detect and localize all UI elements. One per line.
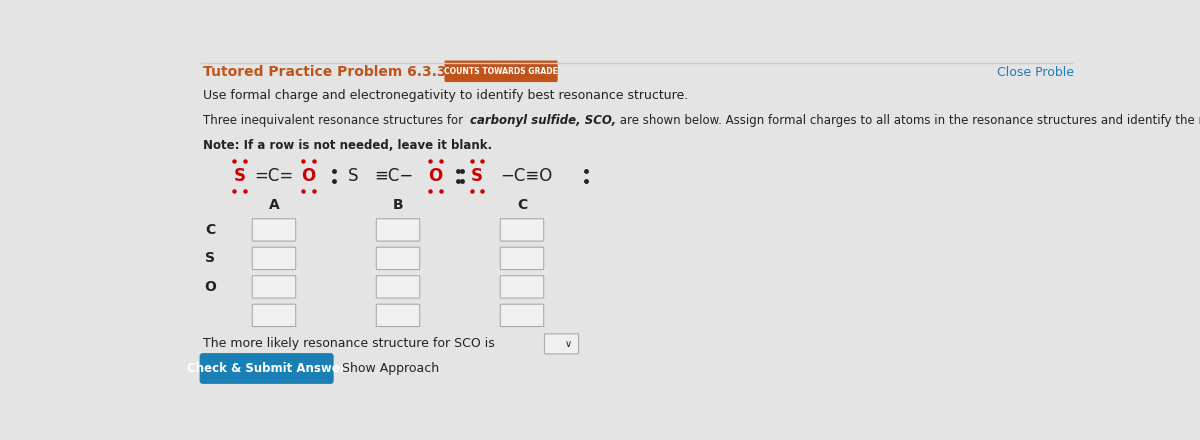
Text: Three inequivalent resonance structures for: Three inequivalent resonance structures … (203, 114, 470, 127)
FancyBboxPatch shape (377, 304, 420, 326)
FancyBboxPatch shape (252, 276, 295, 298)
Text: C: C (205, 223, 216, 237)
Text: A: A (269, 198, 280, 212)
Text: S: S (348, 167, 359, 185)
FancyBboxPatch shape (377, 276, 420, 298)
Text: Show Approach: Show Approach (342, 362, 439, 375)
FancyBboxPatch shape (444, 60, 558, 82)
Text: =C=: =C= (254, 167, 294, 185)
FancyBboxPatch shape (252, 219, 295, 241)
Text: Close Proble: Close Proble (997, 66, 1074, 79)
Text: are shown below. Assign formal charges to all atoms in the resonance structures : are shown below. Assign formal charges t… (617, 114, 1200, 127)
FancyBboxPatch shape (377, 247, 420, 270)
FancyBboxPatch shape (500, 276, 544, 298)
Text: The more likely resonance structure for SCO is: The more likely resonance structure for … (203, 337, 494, 350)
Text: COUNTS TOWARDS GRADE: COUNTS TOWARDS GRADE (444, 67, 558, 76)
FancyBboxPatch shape (500, 304, 544, 326)
Text: S: S (472, 167, 484, 185)
FancyBboxPatch shape (545, 334, 578, 354)
Text: ≡C−: ≡C− (374, 167, 414, 185)
Text: C: C (517, 198, 527, 212)
FancyBboxPatch shape (252, 247, 295, 270)
FancyBboxPatch shape (252, 304, 295, 326)
Text: S: S (234, 167, 246, 185)
Text: Tutored Practice Problem 6.3.3: Tutored Practice Problem 6.3.3 (203, 65, 446, 79)
Text: Use formal charge and electronegativity to identify best resonance structure.: Use formal charge and electronegativity … (203, 89, 688, 103)
FancyBboxPatch shape (199, 353, 334, 384)
Text: Check & Submit Answer: Check & Submit Answer (187, 362, 346, 375)
Text: S: S (205, 251, 216, 265)
Text: −C≡O: −C≡O (499, 167, 552, 185)
FancyBboxPatch shape (377, 219, 420, 241)
FancyBboxPatch shape (500, 219, 544, 241)
Text: carbonyl sulfide, SCO,: carbonyl sulfide, SCO, (470, 114, 617, 127)
FancyBboxPatch shape (500, 247, 544, 270)
Text: O: O (301, 167, 316, 185)
Text: B: B (392, 198, 403, 212)
Text: Note: If a row is not needed, leave it blank.: Note: If a row is not needed, leave it b… (203, 139, 492, 152)
Text: ∨: ∨ (565, 339, 572, 349)
Text: O: O (428, 167, 443, 185)
Text: O: O (204, 280, 216, 294)
